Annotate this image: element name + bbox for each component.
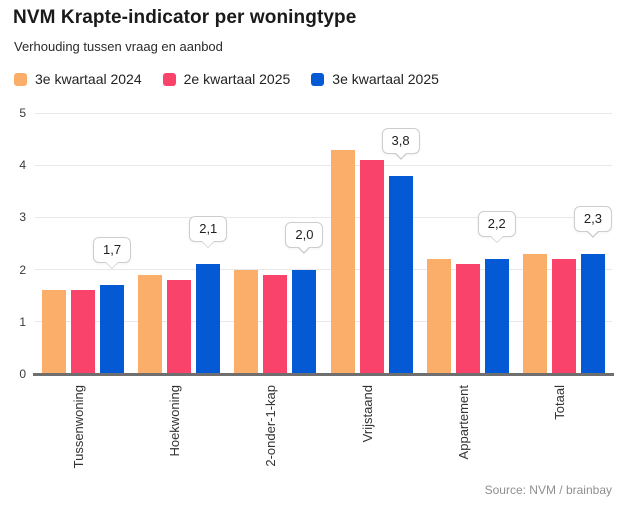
bar-Tussenwoning-3e kwartaal 2025[interactable]	[100, 285, 125, 373]
y-axis-tick-1: 1	[19, 314, 26, 329]
bar-Vrijstaand-3e kwartaal 2024[interactable]	[330, 149, 355, 373]
data-label-callout-2-onder-1-kap: 2,0	[285, 221, 324, 254]
y-axis-tick-2: 2	[19, 262, 26, 277]
page-subtitle: Verhouding tussen vraag en aanbod	[14, 39, 223, 54]
x-axis-label-2-onder-1-kap: 2-onder-1-kap	[263, 385, 279, 467]
x-axis-label-Totaal: Totaal	[551, 385, 567, 420]
bar-Appartement-2e kwartaal 2025[interactable]	[455, 264, 480, 373]
legend-item-2[interactable]: 3e kwartaal 2025	[311, 71, 439, 87]
legend-swatch-icon	[14, 72, 27, 86]
gridline-y-5	[35, 112, 612, 114]
gridline-y-4	[35, 164, 612, 166]
bar-Vrijstaand-3e kwartaal 2025[interactable]	[388, 175, 413, 373]
bar-Tussenwoning-2e kwartaal 2025[interactable]	[71, 290, 96, 373]
page-title: NVM Krapte-indicator per woningtype	[13, 7, 357, 28]
bar-Vrijstaand-2e kwartaal 2025[interactable]	[359, 159, 384, 373]
legend-item-1[interactable]: 2e kwartaal 2025	[162, 71, 291, 87]
bar-Totaal-3e kwartaal 2024[interactable]	[522, 253, 547, 373]
bar-Hoekwoning-2e kwartaal 2025[interactable]	[167, 280, 192, 373]
x-axis-label-Appartement: Appartement	[455, 385, 471, 460]
gridline-y-1	[35, 321, 612, 323]
data-label-callout-Vrijstaand: 3,8	[381, 127, 420, 160]
bar-Hoekwoning-3e kwartaal 2025[interactable]	[196, 264, 221, 373]
data-label-callout-Appartement: 2,2	[477, 211, 516, 244]
bar-Totaal-3e kwartaal 2025[interactable]	[580, 253, 605, 373]
y-axis-tick-4: 4	[19, 158, 26, 173]
x-axis-label-Tussenwoning: Tussenwoning	[71, 385, 87, 469]
y-axis-tick-3: 3	[19, 210, 26, 225]
data-label-callout-Tussenwoning: 1,7	[93, 237, 132, 270]
bar-Appartement-3e kwartaal 2025[interactable]	[484, 259, 509, 373]
gridline-y-3	[35, 216, 612, 218]
gridline-y-2	[35, 269, 612, 271]
bar-2-onder-1-kap-2e kwartaal 2025[interactable]	[263, 274, 288, 373]
data-label-callout-Hoekwoning: 2,1	[189, 216, 228, 249]
legend: 3e kwartaal 2024 2e kwartaal 2025 3e kwart…	[14, 71, 439, 87]
bar-Tussenwoning-3e kwartaal 2024[interactable]	[42, 290, 67, 373]
x-axis-label-Vrijstaand: Vrijstaand	[359, 385, 375, 443]
legend-label: 3e kwartaal 2025	[332, 71, 439, 87]
bar-2-onder-1-kap-3e kwartaal 2024[interactable]	[234, 269, 259, 373]
legend-item-0[interactable]: 3e kwartaal 2024	[14, 71, 142, 87]
legend-swatch-icon	[162, 72, 176, 86]
bar-Totaal-2e kwartaal 2025[interactable]	[551, 259, 576, 373]
data-label-callout-Totaal: 2,3	[573, 205, 612, 238]
bar-Appartement-3e kwartaal 2024[interactable]	[426, 259, 451, 373]
x-axis-line	[33, 373, 614, 376]
bar-Hoekwoning-3e kwartaal 2024[interactable]	[138, 274, 163, 373]
bar-2-onder-1-kap-3e kwartaal 2025[interactable]	[292, 269, 317, 373]
source-attribution: Source: NVM / brainbay	[484, 483, 612, 497]
legend-swatch-icon	[311, 72, 325, 86]
y-axis-tick-0: 0	[19, 367, 26, 381]
legend-label: 3e kwartaal 2024	[35, 71, 142, 87]
y-axis-tick-5: 5	[19, 106, 26, 120]
legend-label: 2e kwartaal 2025	[183, 71, 291, 87]
x-axis-label-Hoekwoning: Hoekwoning	[167, 385, 183, 457]
